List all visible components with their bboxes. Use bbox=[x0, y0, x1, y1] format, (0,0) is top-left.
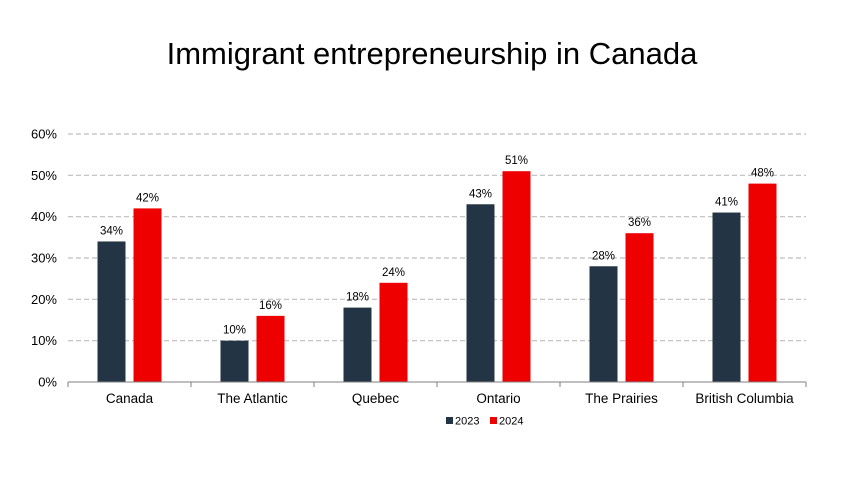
category-label: The Prairies bbox=[585, 391, 658, 406]
y-tick-label: 30% bbox=[31, 251, 57, 266]
data-label: 34% bbox=[100, 225, 123, 237]
legend-swatch bbox=[490, 417, 497, 424]
chart-title: Immigrant entrepreneurship in Canada bbox=[166, 36, 698, 71]
data-label: 18% bbox=[346, 292, 369, 304]
bar-2023 bbox=[589, 266, 618, 382]
x-axis bbox=[67, 381, 807, 387]
bar-2024 bbox=[379, 282, 408, 382]
category-label: British Columbia bbox=[695, 391, 794, 406]
y-tick-label: 40% bbox=[31, 209, 57, 224]
bar-2023 bbox=[220, 340, 249, 382]
bar-2023 bbox=[343, 307, 372, 382]
bar-2024 bbox=[256, 315, 285, 382]
bar-2024 bbox=[625, 233, 654, 382]
legend-label: 2024 bbox=[499, 416, 523, 428]
data-label: 24% bbox=[382, 267, 405, 279]
legend-label: 2023 bbox=[455, 416, 479, 428]
data-label: 36% bbox=[628, 217, 651, 229]
legend: 2023 2024 bbox=[446, 416, 523, 428]
data-label: 48% bbox=[751, 168, 774, 180]
data-label: 10% bbox=[223, 325, 246, 337]
data-labels: 34% 42% 10% 16% 18% 24% 43% 51% 28% 36% 41% 48% bbox=[100, 155, 774, 336]
legend-swatch bbox=[446, 417, 453, 424]
data-label: 42% bbox=[136, 192, 159, 204]
bar-2024 bbox=[748, 183, 777, 382]
y-tick-label: 0% bbox=[38, 375, 57, 390]
data-label: 16% bbox=[259, 300, 282, 312]
y-axis-ticks: 0% 10% 20% 30% 40% 50% 60% bbox=[31, 127, 57, 390]
y-tick-label: 60% bbox=[31, 127, 57, 142]
category-labels: Canada The Atlantic Quebec Ontario The Prair… bbox=[106, 391, 794, 406]
bars bbox=[97, 171, 777, 382]
bar-2023 bbox=[97, 241, 126, 382]
bar-2023 bbox=[466, 204, 495, 382]
gridlines bbox=[68, 133, 806, 342]
data-label: 28% bbox=[592, 250, 615, 262]
bar-2023 bbox=[712, 212, 741, 382]
bar-2024 bbox=[133, 208, 162, 382]
category-label: Ontario bbox=[476, 391, 520, 406]
bar-2024 bbox=[502, 171, 531, 382]
data-label: 51% bbox=[505, 155, 528, 167]
y-tick-label: 10% bbox=[31, 333, 57, 348]
category-label: Quebec bbox=[352, 391, 400, 406]
data-label: 43% bbox=[469, 188, 492, 200]
category-label: The Atlantic bbox=[217, 391, 288, 406]
y-tick-label: 20% bbox=[31, 292, 57, 307]
category-label: Canada bbox=[106, 391, 154, 406]
data-label: 41% bbox=[715, 197, 738, 209]
y-tick-label: 50% bbox=[31, 168, 57, 183]
